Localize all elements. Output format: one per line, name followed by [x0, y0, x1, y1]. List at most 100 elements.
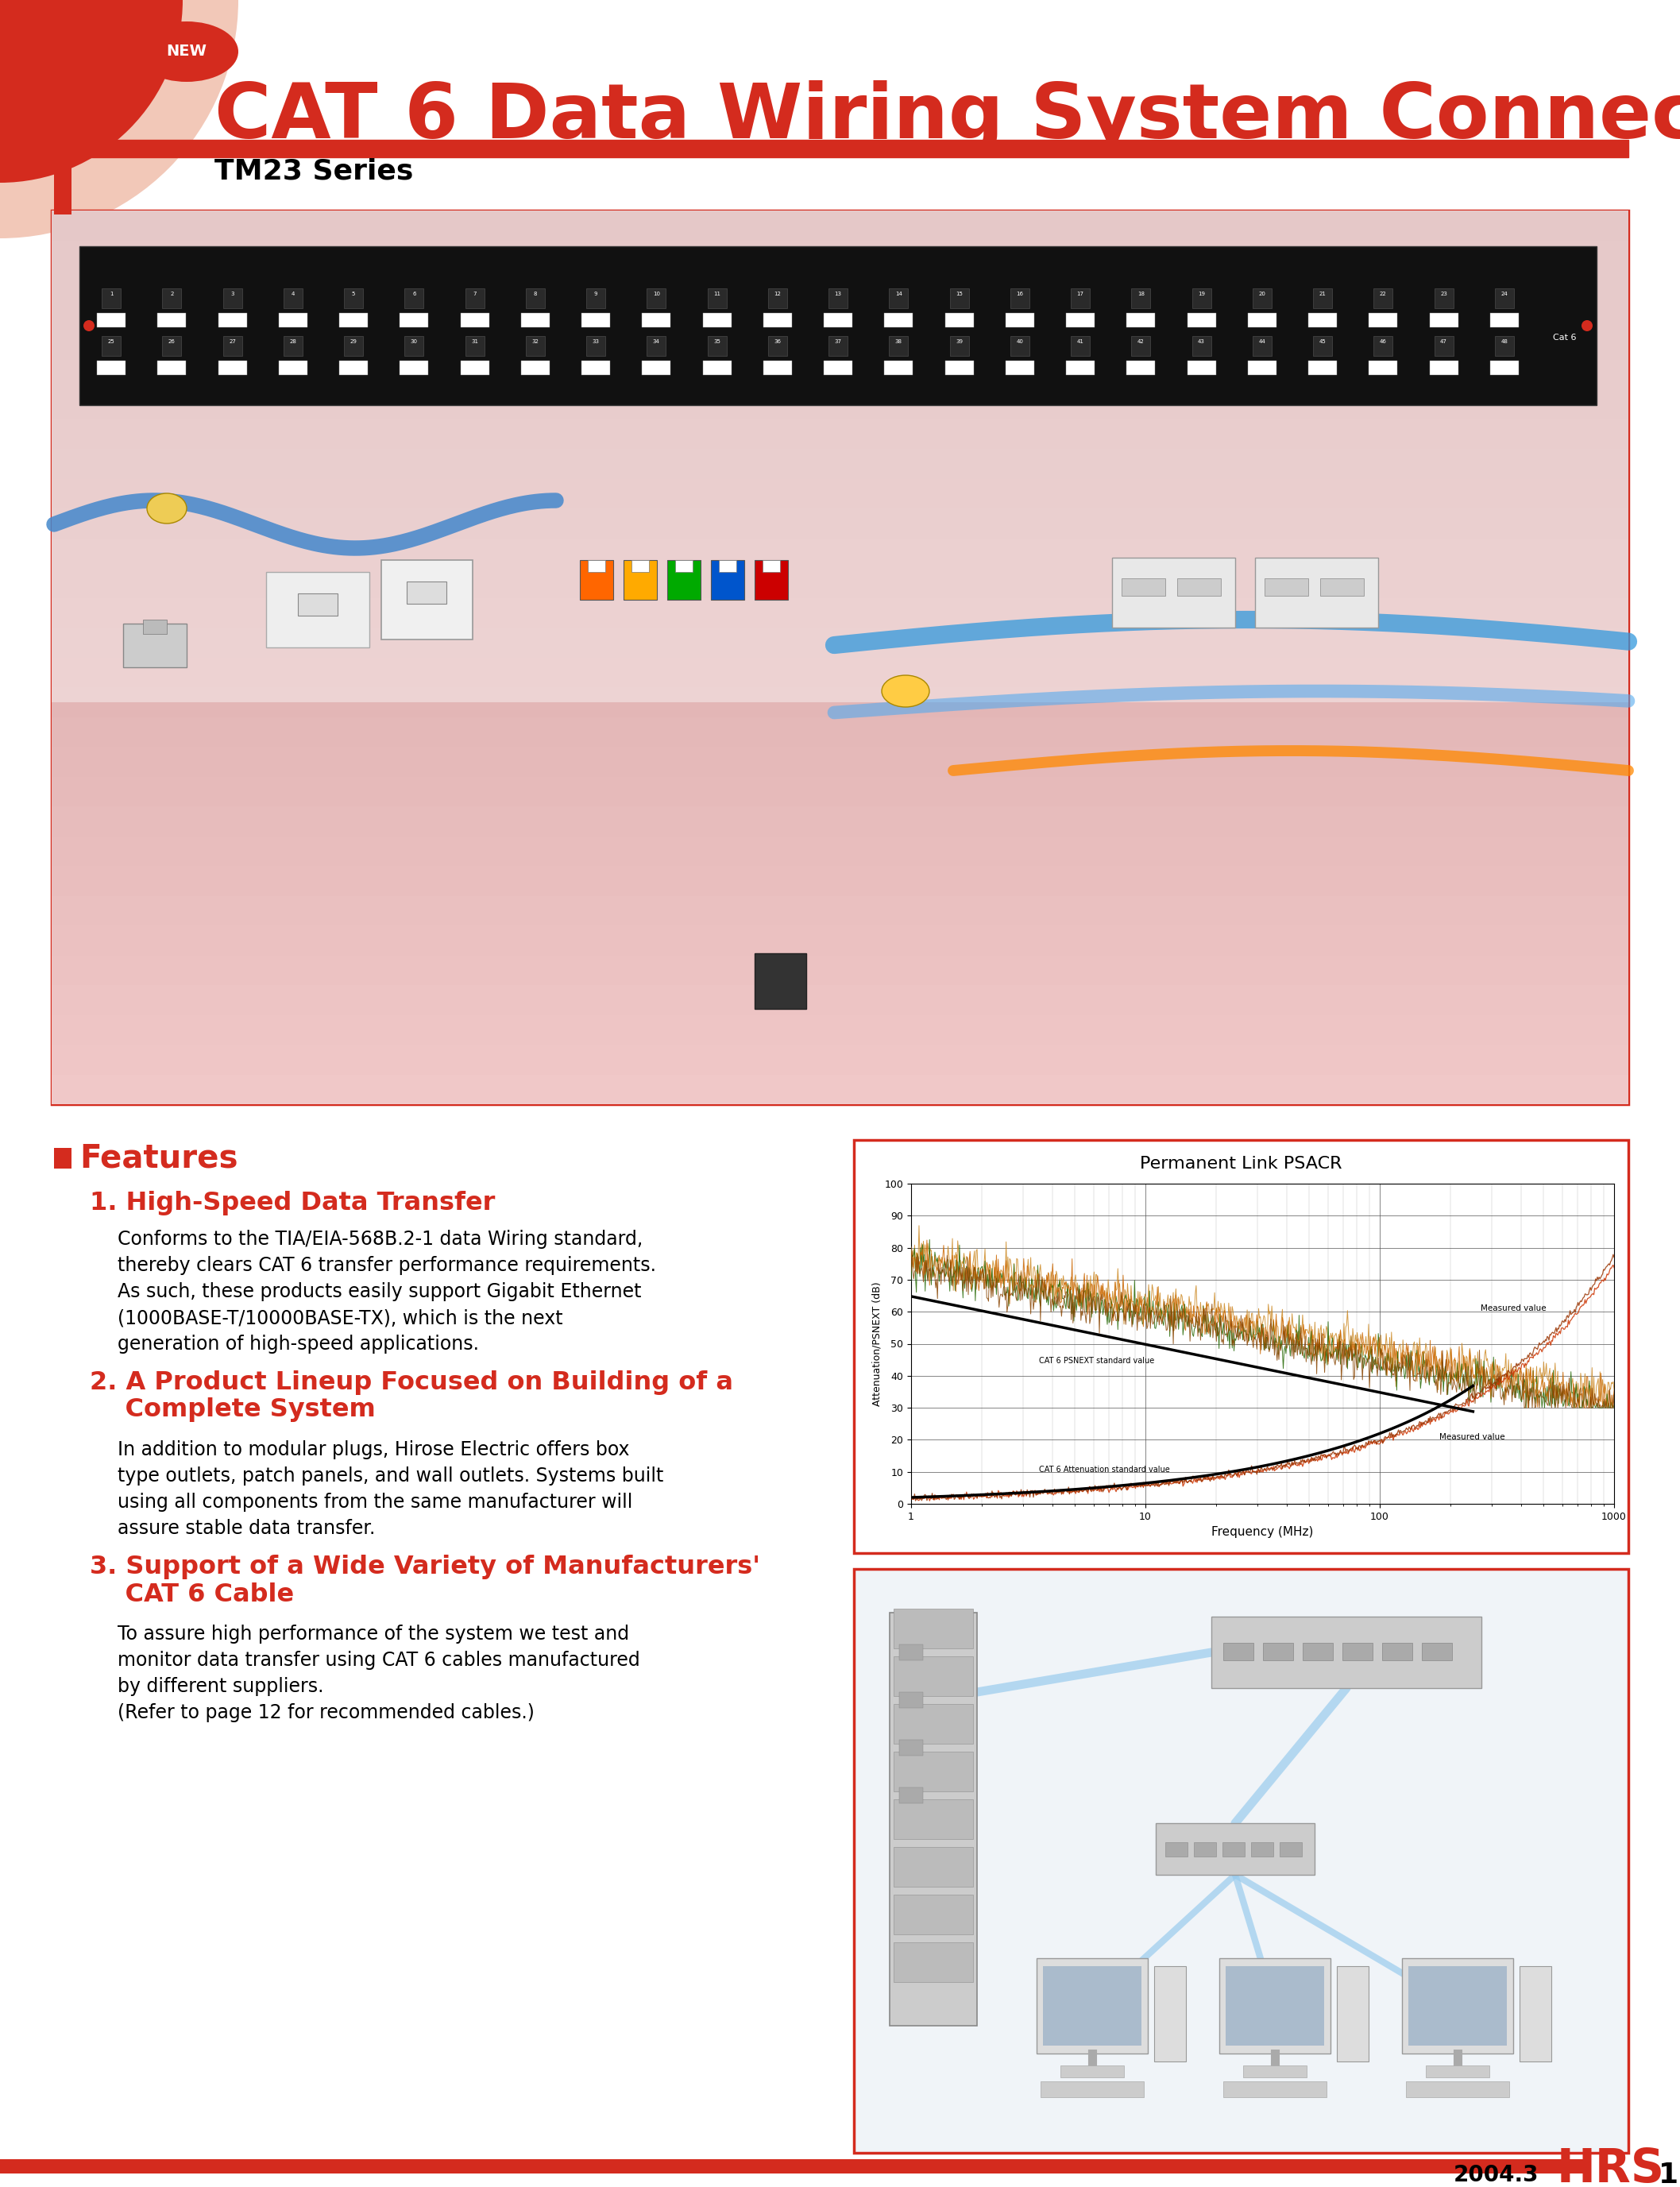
- Bar: [1320, 577, 1364, 595]
- Bar: [768, 289, 786, 308]
- Bar: [0, 2159, 1589, 2174]
- Bar: [52, 925, 1628, 956]
- Bar: [1060, 2065, 1124, 2078]
- Bar: [899, 1693, 922, 1708]
- Text: 4: 4: [291, 291, 294, 295]
- Bar: [1265, 577, 1309, 595]
- Text: generation of high-speed applications.: generation of high-speed applications.: [118, 1334, 479, 1354]
- Bar: [97, 361, 126, 374]
- Bar: [52, 597, 1628, 628]
- Bar: [1037, 1957, 1147, 2054]
- Bar: [754, 560, 788, 599]
- Bar: [54, 92, 72, 214]
- Bar: [1374, 289, 1393, 308]
- Text: 42: 42: [1137, 339, 1144, 343]
- Bar: [1435, 289, 1453, 308]
- Bar: [1252, 1841, 1273, 1857]
- Bar: [1188, 313, 1216, 328]
- Text: 2: 2: [170, 291, 173, 295]
- Text: 8: 8: [533, 291, 538, 295]
- Bar: [884, 361, 912, 374]
- Bar: [1314, 289, 1332, 308]
- Text: 2004.3: 2004.3: [1453, 2163, 1539, 2187]
- Bar: [894, 1848, 973, 1887]
- Bar: [586, 289, 605, 308]
- Bar: [1127, 313, 1156, 328]
- Text: 12: 12: [774, 291, 781, 295]
- Bar: [1067, 313, 1095, 328]
- Text: 44: 44: [1258, 339, 1265, 343]
- Bar: [218, 313, 247, 328]
- Bar: [675, 560, 692, 573]
- Bar: [52, 210, 1628, 702]
- Text: 22: 22: [1379, 291, 1386, 295]
- Text: by different suppliers.: by different suppliers.: [118, 1677, 324, 1697]
- Bar: [1043, 1966, 1141, 2045]
- Bar: [1131, 289, 1151, 308]
- Bar: [1112, 558, 1235, 628]
- Bar: [890, 1612, 978, 2025]
- Wedge shape: [0, 0, 239, 238]
- Ellipse shape: [134, 22, 239, 81]
- Bar: [1010, 289, 1030, 308]
- Bar: [1383, 1642, 1413, 1660]
- Bar: [52, 538, 1628, 569]
- Bar: [400, 313, 428, 328]
- Wedge shape: [0, 0, 183, 184]
- Text: 25: 25: [108, 339, 114, 343]
- Bar: [763, 361, 791, 374]
- Text: Cat 6: Cat 6: [1552, 335, 1576, 341]
- Y-axis label: Attenuation/PSNEXT (dB): Attenuation/PSNEXT (dB): [872, 1282, 882, 1406]
- Bar: [52, 241, 1628, 271]
- Text: 13: 13: [835, 291, 842, 295]
- Bar: [1426, 2065, 1490, 2078]
- Bar: [1248, 361, 1277, 374]
- Bar: [339, 313, 368, 328]
- Text: 24: 24: [1500, 291, 1507, 295]
- Bar: [1154, 1966, 1186, 2062]
- Bar: [102, 337, 121, 356]
- Bar: [823, 361, 852, 374]
- Bar: [1495, 289, 1514, 308]
- Bar: [719, 560, 736, 573]
- Bar: [707, 337, 726, 356]
- Bar: [1490, 361, 1519, 374]
- Bar: [894, 1894, 973, 1933]
- Text: 32: 32: [531, 339, 539, 343]
- Bar: [52, 359, 1628, 389]
- Bar: [1374, 337, 1393, 356]
- Bar: [1263, 1642, 1294, 1660]
- Text: 6: 6: [412, 291, 417, 295]
- Text: assure stable data transfer.: assure stable data transfer.: [118, 1520, 375, 1537]
- Text: thereby clears CAT 6 transfer performance requirements.: thereby clears CAT 6 transfer performanc…: [118, 1255, 657, 1275]
- Bar: [1408, 1966, 1507, 2045]
- Text: 9: 9: [595, 291, 598, 295]
- Bar: [163, 289, 181, 308]
- Text: 11: 11: [714, 291, 721, 295]
- Bar: [97, 313, 126, 328]
- Bar: [521, 313, 549, 328]
- Text: 3: 3: [230, 291, 234, 295]
- Text: 15: 15: [956, 291, 963, 295]
- Bar: [405, 337, 423, 356]
- Bar: [54, 1148, 72, 1168]
- Text: 26: 26: [168, 339, 175, 343]
- Text: 48: 48: [1500, 339, 1507, 343]
- Text: 34: 34: [654, 339, 660, 343]
- Text: CAT 6 Cable: CAT 6 Cable: [89, 1581, 294, 1607]
- Text: 7: 7: [472, 291, 477, 295]
- Bar: [52, 300, 1628, 330]
- Text: using all components from the same manufacturer will: using all components from the same manuf…: [118, 1494, 633, 1511]
- Bar: [158, 361, 186, 374]
- Bar: [1070, 337, 1090, 356]
- Bar: [1369, 313, 1398, 328]
- Text: 37: 37: [835, 339, 842, 343]
- Bar: [223, 289, 242, 308]
- Bar: [52, 507, 1628, 538]
- Bar: [944, 361, 973, 374]
- Ellipse shape: [1581, 319, 1593, 330]
- Text: TM23 Series: TM23 Series: [215, 157, 413, 184]
- Bar: [52, 389, 1628, 420]
- Bar: [52, 956, 1628, 984]
- Text: 40: 40: [1016, 339, 1023, 343]
